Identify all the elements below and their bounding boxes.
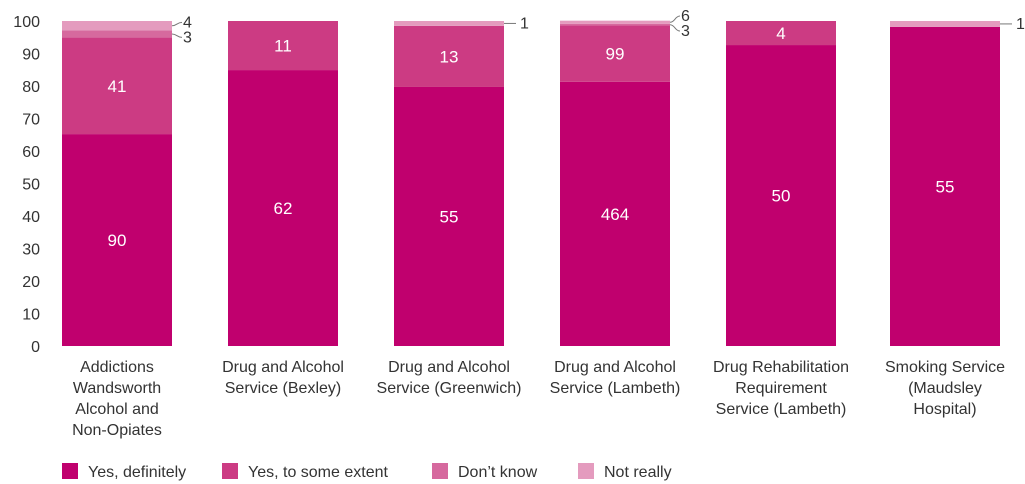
x-category-line: Service (Bexley) [225, 380, 341, 397]
y-tick-label: 60 [22, 144, 40, 161]
data-label: 55 [936, 177, 955, 196]
x-category-label: Drug and Alcohol Service (Bexley) [222, 359, 344, 397]
data-label: 13 [440, 47, 459, 66]
x-category-line: Service (Lambeth) [550, 380, 681, 397]
legend-swatch [578, 463, 594, 479]
bar-segment [394, 86, 504, 346]
x-category-line: Service (Lambeth) [716, 401, 847, 418]
x-category-line: Drug and Alcohol [554, 359, 676, 376]
x-category-line: Drug Rehabilitation [713, 359, 849, 376]
x-category-line: Requirement [735, 380, 827, 397]
y-tick-label: 30 [22, 242, 40, 259]
x-category-line: Drug and Alcohol [388, 359, 510, 376]
bar-segment [62, 37, 172, 135]
outside-label: 4 [183, 14, 192, 31]
data-label: 62 [274, 199, 293, 218]
x-category-label: Drug Rehabilitation Requirement Service (L… [713, 359, 849, 418]
bar-segment [560, 23, 670, 26]
bar-segment [560, 20, 670, 24]
leader-line [171, 33, 183, 38]
data-label: 55 [440, 207, 459, 226]
y-tick-label: 90 [22, 47, 40, 64]
outside-label: 1 [520, 15, 529, 32]
outside-label: 6 [681, 8, 690, 25]
legend-label: Yes, definitely [88, 464, 186, 481]
x-category-line: Smoking Service [885, 359, 1005, 376]
bar-segment [560, 81, 670, 347]
data-label: 4 [776, 24, 785, 43]
x-category-line: Wandsworth [73, 380, 161, 397]
x-category-line: Hospital) [913, 401, 976, 418]
data-label: 41 [108, 77, 127, 96]
data-label: 99 [606, 45, 625, 64]
legend-label: Yes, to some extent [248, 464, 388, 481]
y-tick-label: 40 [22, 209, 40, 226]
x-category-label: Drug and Alcohol Service (Lambeth) [550, 359, 681, 397]
x-category-label: Smoking Service (Maudsley Hospital) [885, 359, 1005, 418]
x-axis: Addictions Wandsworth Alcohol and Non-Opiat… [72, 359, 1005, 439]
bar-segment [726, 21, 836, 46]
y-tick-label: 70 [22, 112, 40, 129]
outside-label: 1 [1016, 16, 1025, 33]
bar-segment [394, 21, 504, 26]
bar-segment [62, 21, 172, 31]
y-tick-label: 50 [22, 177, 40, 194]
bar-segment [228, 21, 338, 71]
legend: Yes, definitely Yes, to some extent Don’t … [62, 463, 672, 481]
legend-swatch [62, 463, 78, 479]
outside-label: 3 [183, 29, 192, 46]
bar-segment [394, 25, 504, 87]
bar-segment [560, 25, 670, 82]
x-category-line: Non-Opiates [72, 422, 162, 439]
bar-segment [890, 21, 1000, 27]
y-tick-label: 10 [22, 307, 40, 324]
legend-label: Not really [604, 464, 672, 481]
bar-segment [62, 30, 172, 38]
x-category-line: Service (Greenwich) [377, 380, 522, 397]
legend-swatch [222, 463, 238, 479]
y-tick-label: 20 [22, 274, 40, 291]
legend-swatch [432, 463, 448, 479]
leader-line [669, 15, 681, 23]
data-label: 464 [601, 205, 629, 224]
x-category-line: Addictions [80, 359, 154, 376]
y-axis: 0 10 20 30 40 50 60 70 80 90 100 [13, 14, 40, 356]
bar-segment [726, 45, 836, 347]
legend-label: Don’t know [458, 464, 538, 481]
leader-line [669, 24, 681, 32]
y-tick-label: 100 [13, 14, 40, 31]
x-category-line: Drug and Alcohol [222, 359, 344, 376]
x-category-label: Drug and Alcohol Service (Greenwich) [377, 359, 522, 397]
x-category-label: Addictions Wandsworth Alcohol and Non-Opiat… [72, 359, 162, 439]
x-category-line: Alcohol and [75, 401, 159, 418]
data-label: 50 [772, 187, 791, 206]
outside-label: 3 [681, 23, 690, 40]
bar-segment [890, 26, 1000, 346]
bar-segment [62, 134, 172, 346]
data-label: 90 [108, 231, 127, 250]
bar-segment [228, 70, 338, 346]
x-category-line: (Maudsley [908, 380, 982, 397]
y-tick-label: 0 [31, 339, 40, 356]
data-label: 11 [274, 37, 292, 56]
y-tick-label: 80 [22, 79, 40, 96]
leader-line [171, 21, 183, 27]
